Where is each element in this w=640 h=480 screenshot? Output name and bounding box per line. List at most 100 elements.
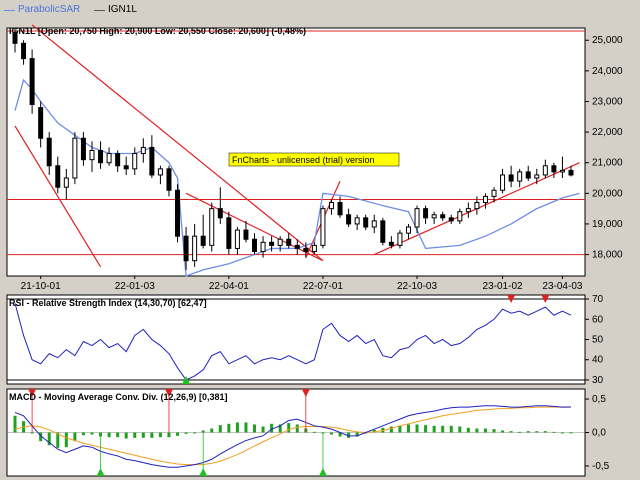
candle (38, 101, 44, 148)
histogram-bar (90, 432, 94, 435)
candle (80, 132, 86, 166)
candle (500, 168, 506, 194)
candle-body (157, 168, 163, 176)
candle-body (98, 149, 104, 164)
candle (525, 165, 531, 182)
sell-signal-marker (301, 389, 310, 397)
series-swatch (94, 10, 105, 11)
y-tick-label: -0,5 (592, 461, 610, 472)
histogram-bar (509, 431, 513, 433)
candle-body (277, 238, 283, 246)
candle-body (72, 137, 78, 179)
tab-label: ParabolicSAR (18, 4, 81, 15)
histogram-bar (167, 432, 171, 438)
y-tick-label: 23,000 (592, 96, 623, 107)
histogram-bar (449, 425, 453, 433)
candle-body (89, 149, 95, 161)
candle-body (551, 165, 557, 173)
histogram-bar (398, 425, 402, 433)
parabolic-sar-line (14, 78, 580, 277)
signal-line (14, 406, 571, 466)
trial-banner-text: FnCharts - unlicensed (trial) version (232, 155, 375, 165)
histogram-bar (355, 432, 359, 437)
tab-parabolic-sar[interactable]: ParabolicSAR (2, 3, 80, 17)
series-swatch (4, 10, 15, 11)
candle-body (217, 208, 223, 219)
candle (140, 138, 146, 163)
sell-signal-marker (541, 295, 550, 303)
candle (311, 242, 317, 255)
x-tick-label: 22-10-03 (397, 281, 437, 292)
candle-body (123, 165, 129, 170)
histogram-bar (406, 424, 410, 433)
candle-body (559, 169, 565, 173)
candle-body (234, 229, 240, 249)
histogram-bar (141, 432, 145, 438)
candle (328, 199, 334, 215)
candle (12, 28, 18, 53)
candle (72, 132, 78, 185)
histogram-bar (270, 423, 274, 433)
histogram-bar (415, 424, 419, 433)
candle-body (269, 241, 275, 246)
y-tick-label: 50 (592, 335, 604, 346)
histogram-bar (193, 432, 197, 434)
candle (46, 132, 52, 175)
candle (98, 141, 104, 169)
histogram-bar (253, 424, 257, 433)
histogram-bar (432, 425, 436, 433)
buy-signal-marker (199, 468, 208, 476)
histogram-bar (81, 432, 85, 436)
candle-body (457, 211, 463, 222)
candle-body (140, 146, 146, 155)
candle (397, 230, 403, 249)
candle (243, 220, 249, 243)
histogram-bar (372, 429, 376, 433)
candle-body (226, 217, 232, 249)
histogram-bar (501, 430, 505, 433)
candle (260, 236, 266, 258)
candle-body (183, 235, 189, 262)
candle-body (21, 42, 27, 60)
candle-body (405, 226, 411, 234)
candle-body (371, 220, 377, 228)
candle-body (431, 214, 437, 219)
candle (192, 223, 198, 267)
histogram-bar (244, 422, 248, 433)
candle-body (465, 208, 471, 213)
candle (106, 147, 112, 166)
histogram-bar (13, 415, 17, 433)
candle (337, 196, 343, 218)
candle-body (80, 137, 86, 161)
candle-body (397, 232, 403, 246)
candle-body (423, 208, 429, 219)
histogram-bar (278, 424, 282, 433)
candle-body (517, 171, 523, 182)
candle-body (63, 177, 69, 188)
candle-body (414, 208, 420, 228)
candle-body (448, 217, 454, 222)
histogram-bar (30, 432, 34, 434)
y-tick-label: 25,000 (592, 35, 623, 46)
buy-signal-marker (96, 468, 105, 476)
macd-line (14, 405, 572, 468)
histogram-bar (389, 426, 393, 433)
candle-body (192, 235, 198, 262)
x-tick-label: 22-07-01 (303, 281, 343, 292)
histogram-bar (47, 432, 51, 446)
histogram-bar (56, 432, 60, 448)
candle (320, 205, 326, 249)
candle-body (243, 229, 249, 240)
candle (269, 236, 275, 252)
tab-ign1l[interactable]: IGN1L (92, 3, 137, 17)
candle (226, 211, 232, 255)
candle-body (132, 153, 138, 170)
candle (200, 214, 206, 249)
candle-body (29, 58, 35, 106)
histogram-bar (312, 431, 316, 433)
candle (508, 165, 514, 188)
candle-body (149, 146, 155, 176)
histogram-bar (261, 426, 265, 433)
histogram-bar (39, 432, 43, 442)
